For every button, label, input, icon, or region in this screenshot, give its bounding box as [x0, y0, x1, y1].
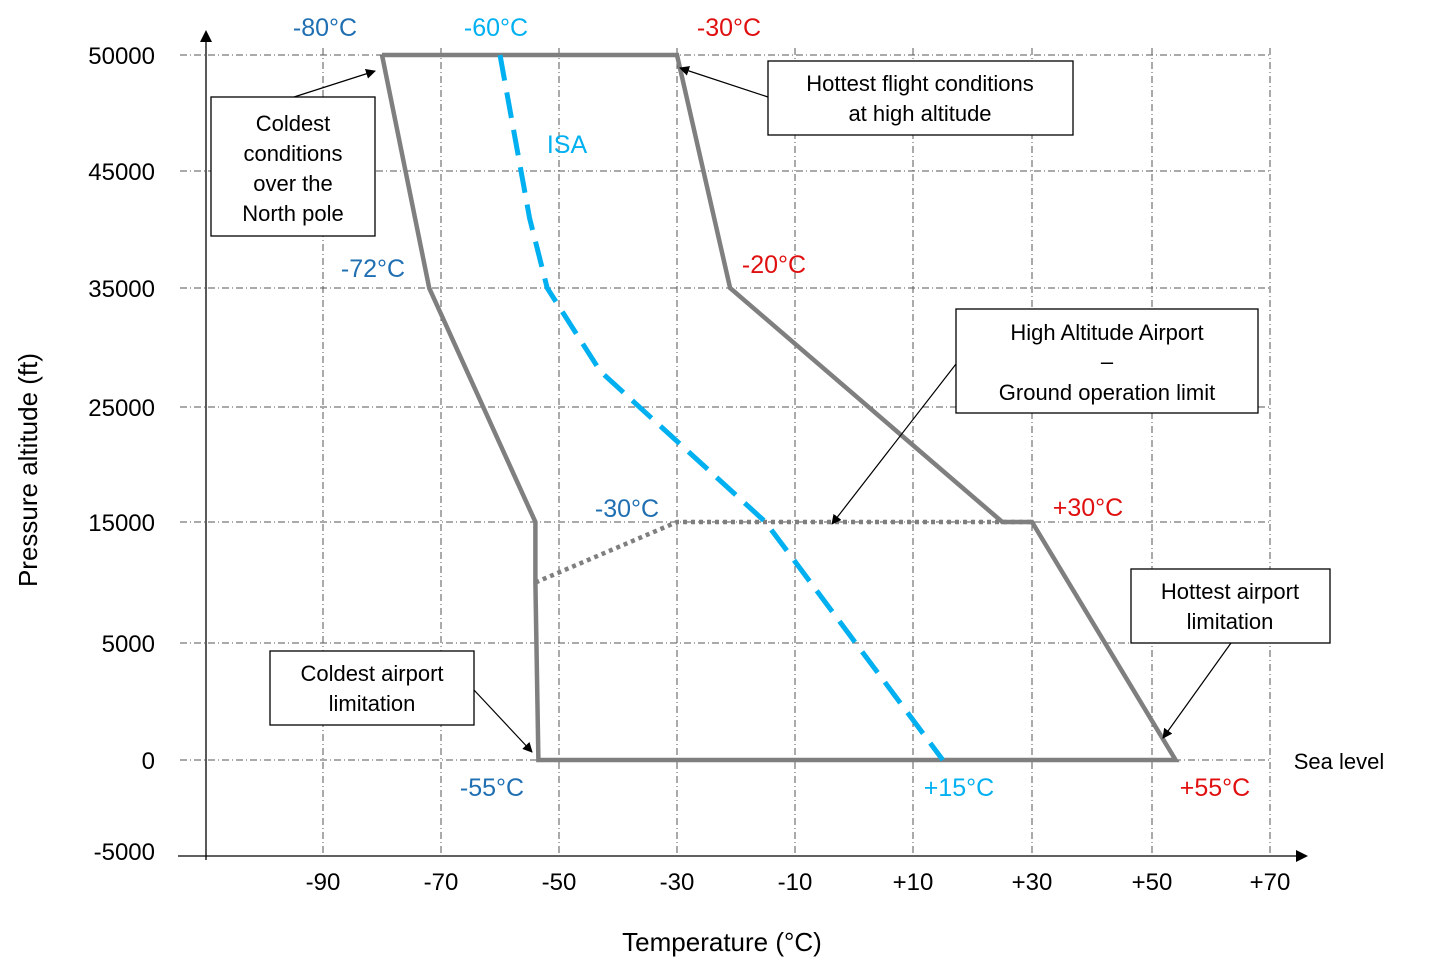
annotation-line: limitation	[1187, 609, 1274, 634]
annotation-line: –	[1101, 349, 1114, 374]
annotation-box	[269, 650, 475, 726]
y-tick-label: 5000	[102, 631, 155, 658]
envelope-boundary-line	[379, 52, 1180, 763]
annotation-box	[1130, 568, 1331, 644]
x-tick-label: +70	[1250, 869, 1291, 896]
annotation-line: Hottest airport	[1161, 579, 1299, 604]
annotation-line: Coldest	[256, 111, 331, 136]
annotation-line: Coldest airport	[300, 661, 443, 686]
annotation-box	[955, 308, 1259, 414]
isa-series-label: ISA	[547, 131, 588, 159]
x-axis-title: Temperature (°C)	[622, 927, 822, 957]
arrow-coldest-conditions	[293, 68, 376, 98]
annotation-high-altitude-airport: High Altitude Airport – Ground operation…	[955, 308, 1259, 414]
x-tick-label: +30	[1012, 869, 1053, 896]
x-tick-label: -70	[424, 869, 459, 896]
y-tick-label: -5000	[94, 839, 155, 866]
annotation-line: High Altitude Airport	[1010, 320, 1203, 345]
x-tick-label: -10	[778, 869, 813, 896]
y-tick-label: 25000	[88, 395, 155, 422]
y-tick-label: 15000	[88, 510, 155, 537]
annotation-line: North pole	[242, 201, 344, 226]
annotation-hottest-airport: Hottest airport limitation	[1130, 568, 1331, 644]
y-tick-label: 0	[142, 748, 155, 775]
annotation-box	[210, 96, 376, 237]
x-tick-label: -50	[542, 869, 577, 896]
isa-line	[497, 54, 945, 762]
temp-label-35k-hot: -20°C	[742, 251, 806, 279]
y-tick-label: 50000	[88, 43, 155, 70]
annotation-line: over the	[253, 171, 333, 196]
annotation-hottest-flight: Hottest flight conditions at high altitu…	[767, 60, 1074, 136]
arrow-high-altitude-airport	[831, 363, 957, 525]
temp-label-sea-isa: +15°C	[924, 774, 994, 802]
temp-label-15k-airport: -30°C	[595, 495, 659, 523]
annotation-coldest-conditions: Coldest conditions over the North pole	[210, 96, 376, 237]
annotation-coldest-airport: Coldest airport limitation	[269, 650, 475, 726]
temp-label-sea-cold: -55°C	[460, 774, 524, 802]
y-axis-title: Pressure altitude (ft)	[13, 353, 43, 587]
x-tick-label: +10	[893, 869, 934, 896]
x-tick-label: +50	[1132, 869, 1173, 896]
y-tick-label: 45000	[88, 159, 155, 186]
arrow-hottest-airport	[1162, 642, 1232, 739]
annotation-line: conditions	[243, 141, 342, 166]
temp-label-15k-hot: +30°C	[1053, 494, 1123, 522]
temperature-labels: -80°C -60°C -30°C -72°C -20°C -30°C +30°…	[293, 14, 1250, 802]
axes	[178, 30, 1308, 862]
arrow-hottest-flight	[679, 66, 769, 98]
y-tick-label: 35000	[88, 276, 155, 303]
x-tick-label: -30	[660, 869, 695, 896]
temp-label-top-hot: -30°C	[697, 14, 761, 42]
annotation-line: Ground operation limit	[999, 380, 1215, 405]
annotation-box	[767, 60, 1074, 136]
arrow-coldest-airport	[473, 689, 533, 753]
series	[379, 52, 1180, 763]
sea-level-label: Sea level	[1294, 749, 1385, 774]
annotation-line: Hottest flight conditions	[806, 71, 1033, 96]
annotation-line: limitation	[329, 691, 416, 716]
ground-operation-limit-line	[534, 519, 1032, 585]
tick-labels: -90 -70 -50 -30 -10 +10 +30 +50 +705000045000350…	[88, 43, 1290, 896]
temp-label-sea-hot: +55°C	[1180, 774, 1250, 802]
temp-label-35k-cold: -72°C	[341, 255, 405, 283]
annotation-arrows	[293, 66, 1232, 753]
x-tick-label: -90	[306, 869, 341, 896]
temp-label-top-isa: -60°C	[464, 14, 528, 42]
annotation-line: at high altitude	[848, 101, 991, 126]
temp-label-top-cold: -80°C	[293, 14, 357, 42]
